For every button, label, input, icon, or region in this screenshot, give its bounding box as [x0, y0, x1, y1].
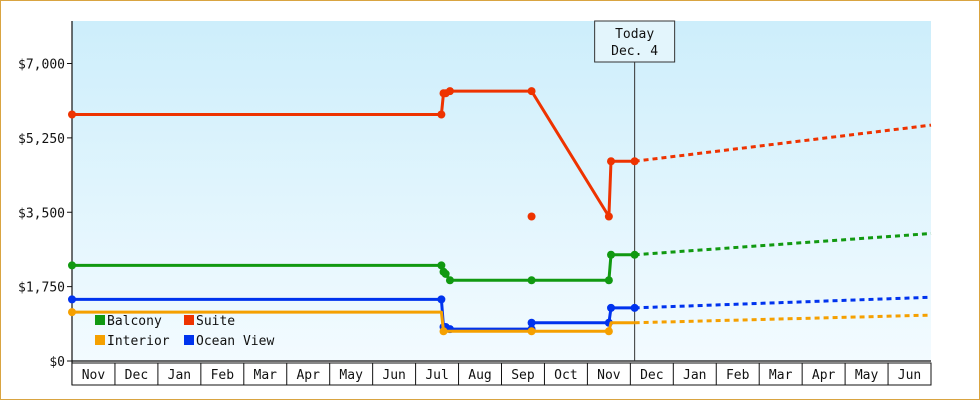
month-label: Jun: [382, 368, 405, 383]
data-point: [630, 250, 639, 259]
data-point: [607, 303, 616, 312]
data-point: [68, 261, 76, 270]
series-balcony: [68, 232, 932, 285]
data-point: [630, 157, 639, 166]
data-point: [441, 269, 450, 278]
legend-swatch: [184, 315, 194, 325]
y-axis: $0 $1,750 $3,500 $5,250 $7,000: [18, 21, 73, 385]
month-label: Mar: [254, 368, 278, 383]
month-label: Jan: [168, 368, 191, 383]
data-point: [604, 327, 613, 336]
month-label: Apr: [296, 368, 320, 383]
legend: Balcony Suite Interior Ocean View: [95, 314, 274, 349]
data-point: [604, 212, 613, 221]
today-box: [594, 20, 676, 63]
projection-line-interior: [634, 313, 932, 325]
data-point: [630, 303, 639, 312]
data-point: [437, 295, 446, 304]
data-point: [68, 110, 76, 119]
month-label: Dec: [125, 368, 148, 383]
data-point: [527, 276, 536, 285]
series-interior: [68, 308, 932, 336]
data-point: [527, 87, 536, 96]
data-point: [527, 212, 536, 221]
data-point: [527, 327, 536, 336]
month-label: Jun: [898, 368, 921, 383]
projection-line-suite: [634, 123, 932, 163]
month-label: Jul: [425, 368, 448, 383]
plot-background: [72, 21, 931, 361]
month-label: Jan: [683, 368, 706, 383]
month-label: Apr: [812, 368, 836, 383]
legend-swatch: [184, 335, 194, 345]
y-tick-label: $7,000: [18, 58, 65, 73]
x-axis: Nov Dec Jan Feb Mar Apr May Jun Jul Aug Sep Oct Nov D…: [71, 360, 932, 386]
data-point: [437, 110, 446, 119]
y-tick-label: $0: [49, 355, 65, 370]
data-point: [439, 327, 448, 336]
data-point: [445, 276, 454, 285]
month-label: Nov: [597, 368, 621, 383]
legend-label: Suite: [196, 314, 235, 329]
month-label: Nov: [82, 368, 106, 383]
month-label: Dec: [640, 368, 663, 383]
legend-label: Ocean View: [196, 334, 274, 349]
y-tick-label: $3,500: [18, 206, 65, 221]
data-point: [68, 295, 76, 304]
month-label: Feb: [726, 368, 750, 383]
today-label: Today: [615, 27, 654, 42]
month-label: Feb: [211, 368, 235, 383]
month-label: Sep: [511, 368, 535, 383]
data-point: [607, 157, 616, 166]
series-line-interior: [72, 310, 635, 333]
today-date: Dec. 4: [611, 44, 658, 59]
month-label: May: [339, 368, 363, 383]
data-point: [437, 261, 446, 270]
today-marker: Today Dec. 4: [594, 20, 676, 361]
data-point: [607, 250, 616, 259]
legend-item-balcony: Balcony: [95, 314, 162, 329]
month-label: Oct: [554, 368, 577, 383]
series-group: [68, 87, 932, 336]
legend-swatch: [95, 335, 105, 345]
legend-item-suite: Suite: [184, 314, 235, 329]
y-tick-label: $1,750: [18, 281, 65, 296]
legend-item-ocean-view: Ocean View: [184, 334, 274, 349]
month-label: Mar: [769, 368, 793, 383]
legend-label: Balcony: [107, 314, 162, 329]
data-point: [604, 276, 613, 285]
month-label: May: [855, 368, 879, 383]
data-point: [527, 318, 536, 327]
y-tick-label: $5,250: [18, 132, 65, 147]
legend-label: Interior: [107, 334, 170, 349]
legend-item-interior: Interior: [95, 334, 170, 349]
data-point: [68, 308, 76, 317]
projection-line-ocean-view: [634, 295, 932, 310]
month-label: Aug: [468, 368, 491, 383]
series-suite: [68, 87, 932, 221]
projection-line-balcony: [634, 232, 932, 257]
legend-swatch: [95, 315, 105, 325]
data-point: [445, 87, 454, 96]
